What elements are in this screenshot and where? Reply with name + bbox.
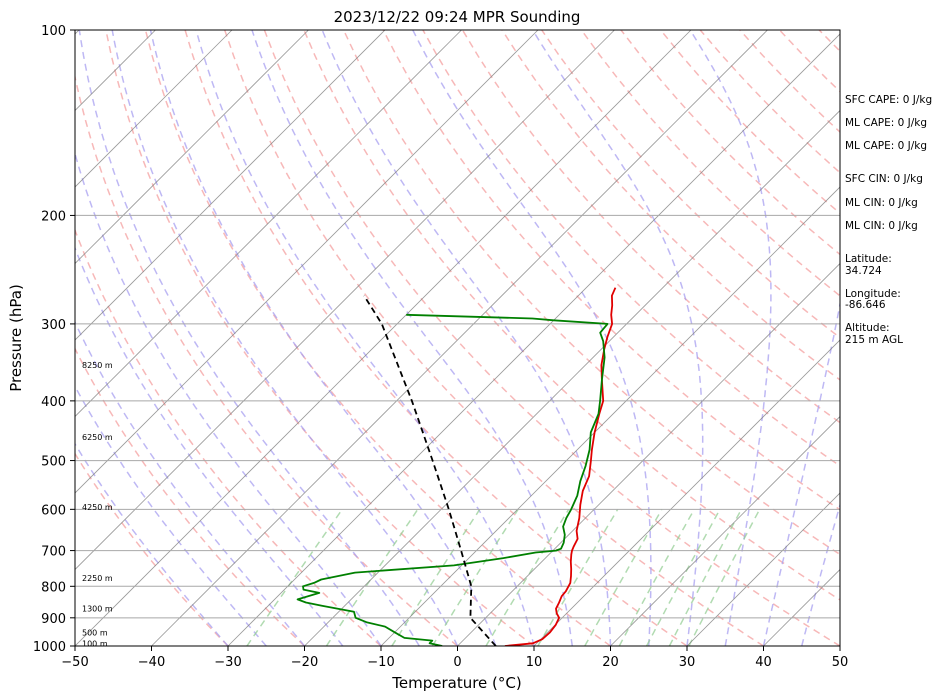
plot-area: 100 m 500 m 1300 m 2250 m 4250 m 6250 m 8250 m — [75, 30, 840, 648]
sounding-parameter-text: 215 m AGL — [845, 334, 903, 346]
isotherm-line — [457, 262, 840, 646]
dry-adiabat — [303, 30, 840, 601]
x-axis-label: Temperature (°C) — [391, 674, 521, 692]
dry-adiabat — [184, 30, 688, 646]
sounding-parameter-text: SFC CIN: 0 J/kg — [845, 173, 923, 185]
dry-adiabat — [75, 228, 382, 646]
dry-adiabat — [263, 30, 840, 646]
height-label: 1300 m — [82, 605, 113, 614]
mixing-ratio-line — [485, 508, 570, 646]
isotherm-line — [75, 30, 386, 341]
height-label: 4250 m — [82, 503, 113, 512]
y-axis-label: Pressure (hPa) — [7, 284, 25, 392]
dry-adiabat — [223, 30, 764, 646]
sounding-parameter-text: ML CIN: 0 J/kg — [845, 220, 918, 232]
dry-adiabat — [342, 30, 840, 556]
mixing-ratio-line — [584, 508, 663, 646]
sounding-parameter-text: Latitude: — [845, 253, 892, 265]
isotherm-line — [686, 492, 840, 646]
sounding-parameter-text: ML CAPE: 0 J/kg — [845, 140, 927, 152]
x-tick-label: 0 — [453, 655, 461, 670]
mixing-ratio-line — [618, 508, 695, 646]
y-tick-label: 800 — [41, 580, 66, 595]
y-tick-label: 100 — [41, 24, 66, 39]
moist-adiabat — [251, 30, 574, 646]
y-tick-label: 900 — [41, 612, 66, 627]
x-tick-label: 40 — [755, 655, 772, 670]
moist-adiabat — [412, 30, 652, 646]
isotherm-line — [75, 30, 539, 494]
dry-adiabat — [461, 30, 840, 424]
moist-adiabat — [149, 30, 497, 646]
isotherm-line — [304, 109, 840, 646]
isotherm-line — [75, 30, 233, 188]
sounding-parameter-text: SFC CAPE: 0 J/kg — [845, 94, 932, 106]
x-tick-label: 20 — [602, 655, 619, 670]
x-tick-label: 30 — [679, 655, 696, 670]
mixing-ratio-line — [645, 508, 721, 646]
y-tick-label: 500 — [41, 455, 66, 470]
moist-adiabat — [75, 320, 306, 646]
sounding-parameters: SFC CAPE: 0 J/kg ML CAPE: 0 J/kg ML CAPE: … — [845, 94, 932, 346]
axis-ticks: −50 −40 −30 −20 −10 0 10 20 30 40 50 100 200 300 400 50… — [33, 24, 848, 670]
height-label: 100 m — [82, 639, 108, 648]
isotherm-line — [75, 30, 309, 265]
moist-adiabat — [75, 246, 344, 646]
height-label: 2250 m — [82, 574, 113, 583]
sounding-profile-line — [296, 313, 609, 646]
x-tick-label: 10 — [526, 655, 543, 670]
y-tick-label: 700 — [41, 545, 66, 560]
x-tick-label: −10 — [367, 655, 394, 670]
sounding-parameter-text: Longitude: — [845, 288, 901, 300]
moist-adiabat — [111, 30, 459, 646]
dry-adiabat — [105, 30, 535, 646]
x-tick-label: −30 — [214, 655, 241, 670]
moist-adiabat — [689, 30, 772, 646]
mixing-ratio-line — [668, 508, 742, 646]
height-label: 500 m — [82, 628, 108, 637]
isotherm-line — [75, 30, 462, 418]
x-tick-label: −20 — [291, 655, 318, 670]
isotherm-line — [610, 415, 840, 646]
isotherm-line — [75, 30, 615, 571]
moist-adiabat — [78, 30, 420, 646]
y-tick-label: 600 — [41, 503, 66, 518]
dry-adiabat — [75, 347, 306, 646]
sounding-parameter-text: -86.646 — [845, 299, 886, 311]
moist-adiabat — [75, 384, 267, 646]
moist-adiabat — [532, 30, 704, 646]
mixing-ratio-line — [537, 508, 619, 646]
x-tick-label: 50 — [832, 655, 849, 670]
y-tick-label: 400 — [41, 395, 66, 410]
moist-adiabat — [321, 30, 612, 646]
sounding-parameter-text: Altitude: — [845, 322, 890, 334]
dry-adiabat — [75, 452, 229, 646]
x-tick-label: −50 — [61, 655, 88, 670]
height-label: 6250 m — [82, 433, 113, 442]
y-tick-label: 300 — [41, 318, 66, 333]
dry-adiabat — [501, 30, 840, 381]
isotherm-line — [75, 30, 692, 646]
y-tick-label: 200 — [41, 209, 66, 224]
x-tick-label: −40 — [138, 655, 165, 670]
moist-adiabat — [75, 151, 382, 646]
moist-adiabat — [195, 30, 535, 646]
sounding-parameter-text: ML CAPE: 0 J/kg — [845, 117, 927, 129]
y-tick-label: 1000 — [33, 640, 66, 655]
chart-title: 2023/12/22 09:24 MPR Sounding — [334, 8, 581, 26]
isotherm-line — [533, 339, 840, 646]
sounding-parameter-text: 34.724 — [845, 265, 882, 277]
isotherm-line — [151, 30, 768, 646]
isotherm-line — [380, 186, 840, 646]
isotherm-line — [227, 33, 840, 646]
dry-adiabat — [75, 73, 458, 646]
sounding-profile-line — [504, 287, 617, 646]
dry-adiabat — [144, 30, 611, 646]
height-label: 8250 m — [82, 361, 113, 370]
sounding-parameter-text: ML CIN: 0 J/kg — [845, 197, 918, 209]
